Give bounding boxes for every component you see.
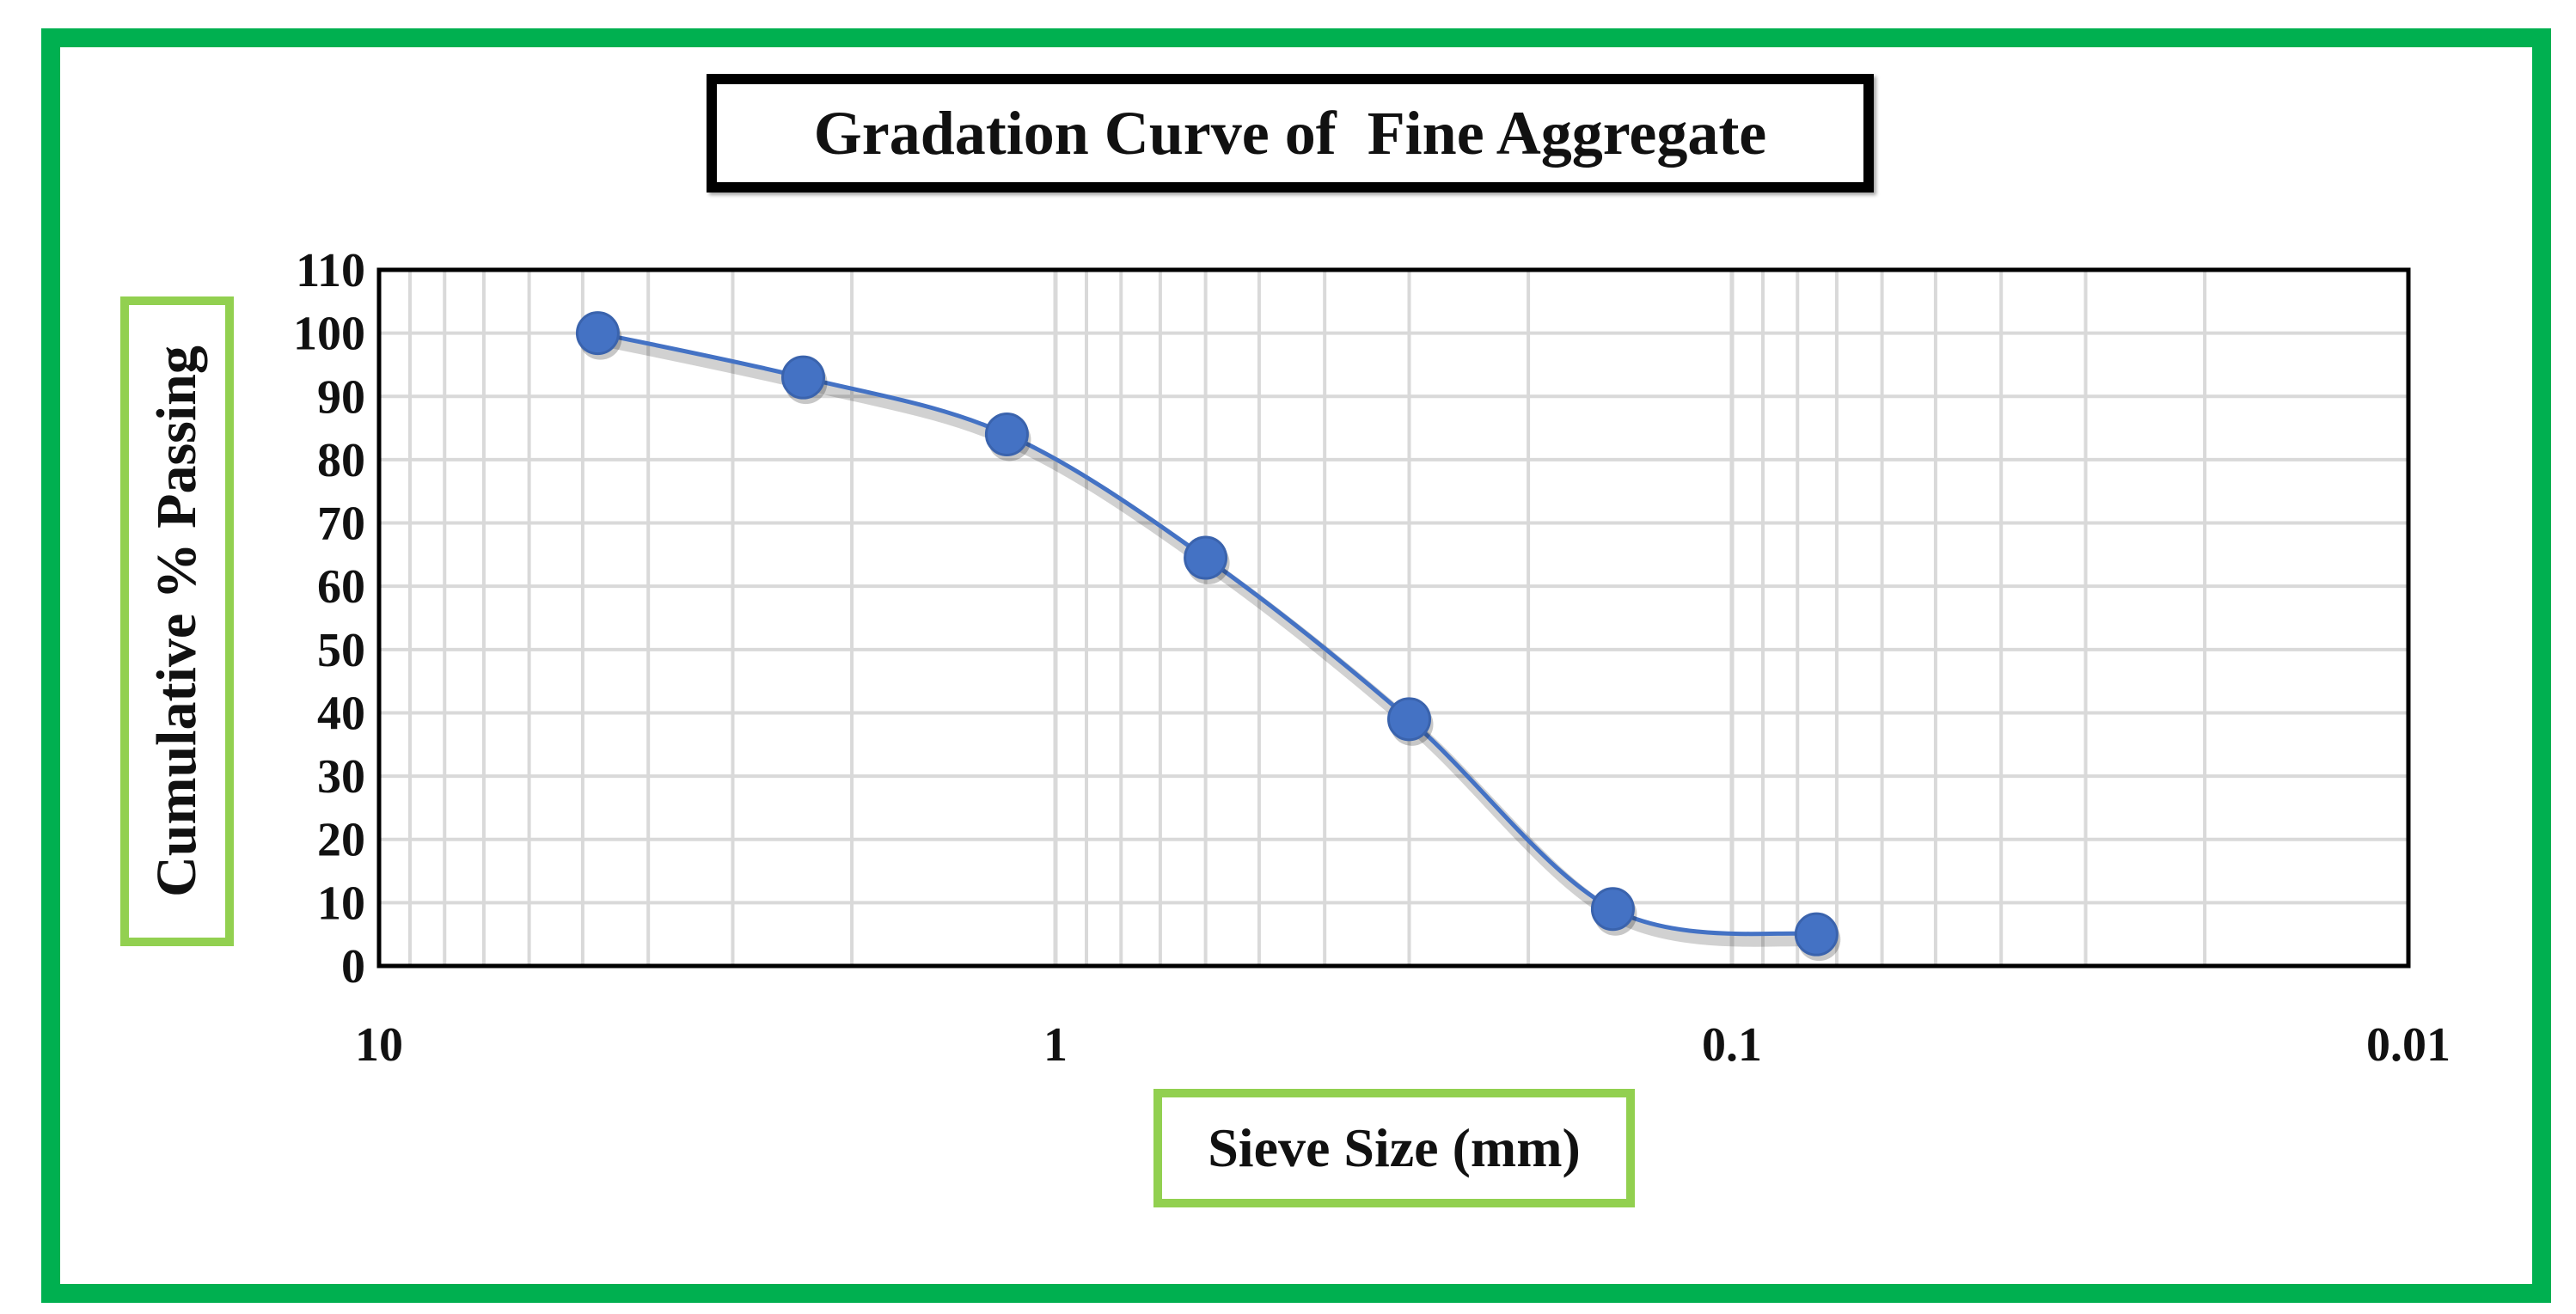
plot-border (376, 267, 2411, 969)
y-tick-label: 50 (317, 624, 365, 677)
y-tick-label: 80 (317, 434, 365, 487)
x-tick-labels: 10 1 0.1 0.01 (355, 1018, 2451, 1072)
data-point (1794, 912, 1839, 956)
data-point (575, 311, 620, 356)
x-tick-label: 0.01 (2366, 1018, 2451, 1072)
y-tick-label: 30 (317, 750, 365, 804)
y-tick-label: 110 (296, 244, 365, 297)
chart-title-box: Gradation Curve of Fine Aggregate (707, 74, 1874, 193)
y-tick-label: 10 (317, 877, 365, 930)
y-tick-label: 90 (317, 370, 365, 424)
data-point (1590, 887, 1635, 932)
x-axis-label: Sieve Size (mm) (1208, 1117, 1581, 1178)
y-tick-label: 60 (317, 560, 365, 614)
x-tick-label: 0.1 (1702, 1018, 1762, 1072)
data-point (781, 355, 826, 400)
y-tick-label: 20 (317, 814, 365, 867)
y-tick-label: 40 (317, 687, 365, 740)
x-tick-label: 10 (355, 1018, 403, 1072)
y-axis-label-box: Cumulative % Passing (120, 296, 234, 946)
outer-frame (41, 28, 2551, 1303)
x-axis-label-box: Sieve Size (mm) (1153, 1089, 1635, 1207)
data-point (984, 412, 1029, 456)
y-tick-label: 100 (293, 308, 365, 361)
grid-lines (379, 268, 2411, 968)
y-axis-label: Cumulative % Passing (145, 345, 208, 897)
y-tick-label: 0 (341, 940, 365, 993)
chart-title: Gradation Curve of Fine Aggregate (813, 98, 1767, 168)
y-tick-label: 70 (317, 498, 365, 551)
data-series (575, 311, 1841, 962)
y-tick-labels: 0 10 20 30 40 50 60 70 80 90 100 110 (293, 244, 365, 993)
series-line-shadow (599, 333, 1821, 948)
data-point (1184, 535, 1228, 580)
x-tick-label: 1 (1043, 1018, 1068, 1072)
data-point (1387, 697, 1432, 742)
